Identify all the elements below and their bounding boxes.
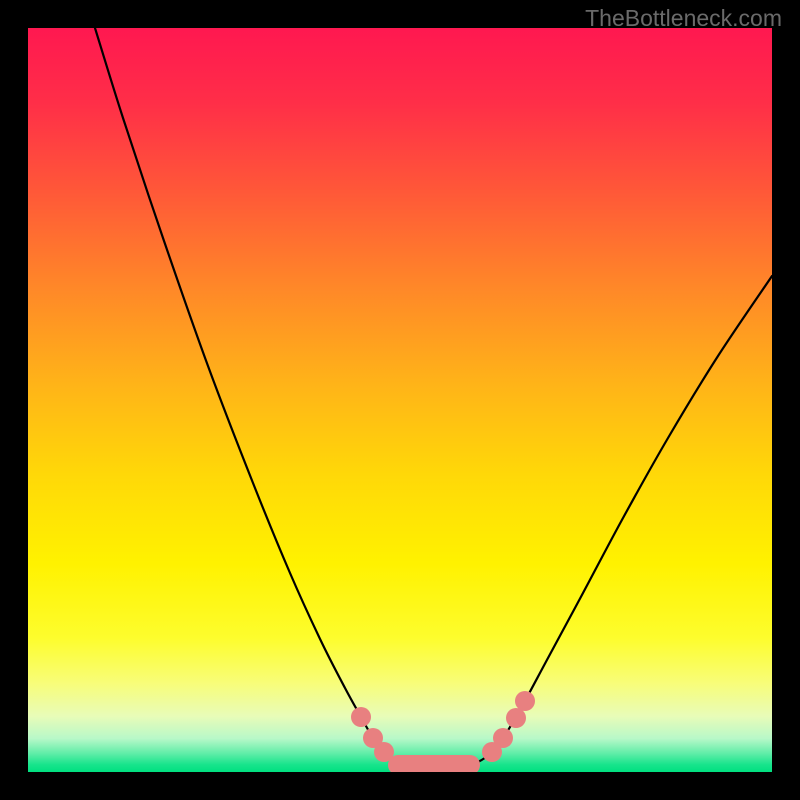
marker-valley-bar [388, 755, 480, 772]
marker-right-3 [515, 691, 535, 711]
plot-area [28, 28, 772, 772]
frame-left [0, 0, 28, 800]
marker-right-1 [493, 728, 513, 748]
frame-right [772, 0, 800, 800]
marker-right-2 [506, 708, 526, 728]
frame-bottom [0, 772, 800, 800]
watermark-text: TheBottleneck.com [585, 5, 782, 32]
curve-path [95, 28, 772, 770]
bottleneck-curve [28, 28, 772, 772]
marker-left-0 [351, 707, 371, 727]
